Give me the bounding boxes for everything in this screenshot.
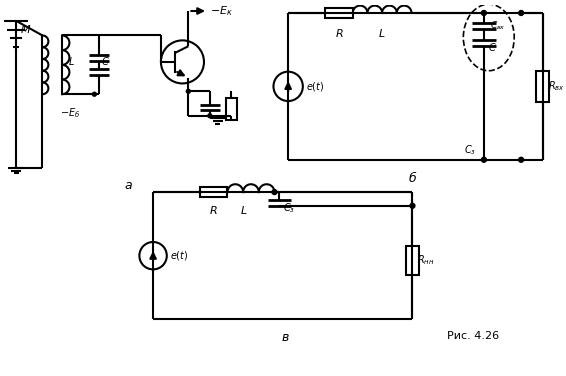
Text: $R_{вх}$: $R_{вх}$ (547, 79, 564, 93)
Text: $б$: $б$ (408, 170, 417, 185)
Text: $-E_{б}$: $-E_{б}$ (60, 106, 80, 120)
Text: $L$: $L$ (240, 204, 248, 216)
Circle shape (272, 190, 277, 194)
Text: Рис. 4.26: Рис. 4.26 (447, 331, 499, 341)
Text: $C_{вх}$: $C_{вх}$ (490, 20, 505, 32)
Circle shape (518, 157, 524, 162)
Text: $-E_{к}$: $-E_{к}$ (210, 4, 233, 18)
Text: $а$: $а$ (124, 179, 133, 193)
Text: $C$: $C$ (101, 55, 110, 67)
Text: $R$: $R$ (335, 27, 344, 39)
Bar (225, 98, 237, 120)
Text: $C_{з}$: $C_{з}$ (283, 201, 295, 215)
Text: $в$: $в$ (281, 331, 290, 344)
Circle shape (92, 92, 96, 96)
Circle shape (518, 11, 524, 15)
Text: $e(t)$: $e(t)$ (306, 80, 324, 93)
Text: $C_{з}$: $C_{з}$ (464, 143, 477, 157)
Circle shape (208, 114, 212, 118)
Bar (536, 71, 549, 102)
Text: $R_{нн}$: $R_{нн}$ (417, 254, 435, 267)
Circle shape (482, 11, 486, 15)
Text: $e(t)$: $e(t)$ (170, 249, 188, 262)
Text: $L$: $L$ (68, 55, 75, 67)
Circle shape (186, 89, 190, 93)
Text: $M$: $M$ (20, 23, 31, 35)
Bar (406, 246, 419, 275)
Text: $C$: $C$ (488, 41, 496, 53)
Circle shape (482, 157, 486, 162)
Bar (325, 8, 353, 18)
Text: $R$: $R$ (209, 204, 218, 216)
Bar (200, 187, 228, 197)
Circle shape (410, 203, 415, 208)
Text: $L$: $L$ (378, 27, 386, 39)
